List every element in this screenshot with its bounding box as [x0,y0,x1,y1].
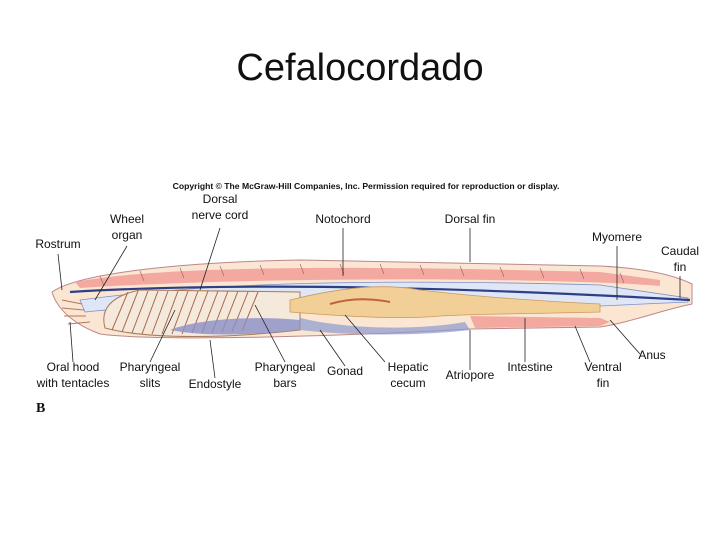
copyright: Copyright © The McGraw-Hill Companies, I… [173,181,560,191]
label: bars [273,376,296,390]
leader-line [319,329,346,367]
label: Dorsal [203,192,238,206]
label: Atriopore [446,368,495,382]
label: Myomere [592,230,642,244]
lancelet-drawing [51,259,693,339]
leader-line [254,304,286,363]
label: organ [112,228,143,242]
label: fin [597,376,610,390]
label: Ventral [584,360,621,374]
leader-line [94,245,128,301]
label: cecum [390,376,425,390]
label: Dorsal fin [445,212,496,226]
leader-line [574,325,591,363]
labels: Dorsal nerve cord Wheel organ Notochord Dorsa… [35,192,699,391]
leader-line [209,339,216,379]
label: nerve cord [192,208,249,222]
label: slits [140,376,161,390]
label: Pharyngeal [120,360,181,374]
label: Wheel [110,212,144,226]
label: Gonad [327,364,363,378]
label: Oral hood [47,360,100,374]
label: Anus [638,348,665,362]
leader-line [149,309,176,363]
label: fin [674,260,687,274]
label: Notochord [315,212,370,226]
leader-line [57,253,63,291]
leader-line [69,321,74,363]
label: Hepatic [388,360,429,374]
panel-letter: B [36,401,45,416]
label: Pharyngeal [255,360,316,374]
leader-line [199,227,221,291]
slide-title: Cefalocordado [236,47,483,89]
leader-line [344,314,386,363]
label: Caudal [661,244,699,258]
label: Intestine [507,360,553,374]
label: with tentacles [36,376,110,390]
leader-line [609,319,641,355]
label: Endostyle [189,377,242,391]
label: Rostrum [35,237,80,251]
